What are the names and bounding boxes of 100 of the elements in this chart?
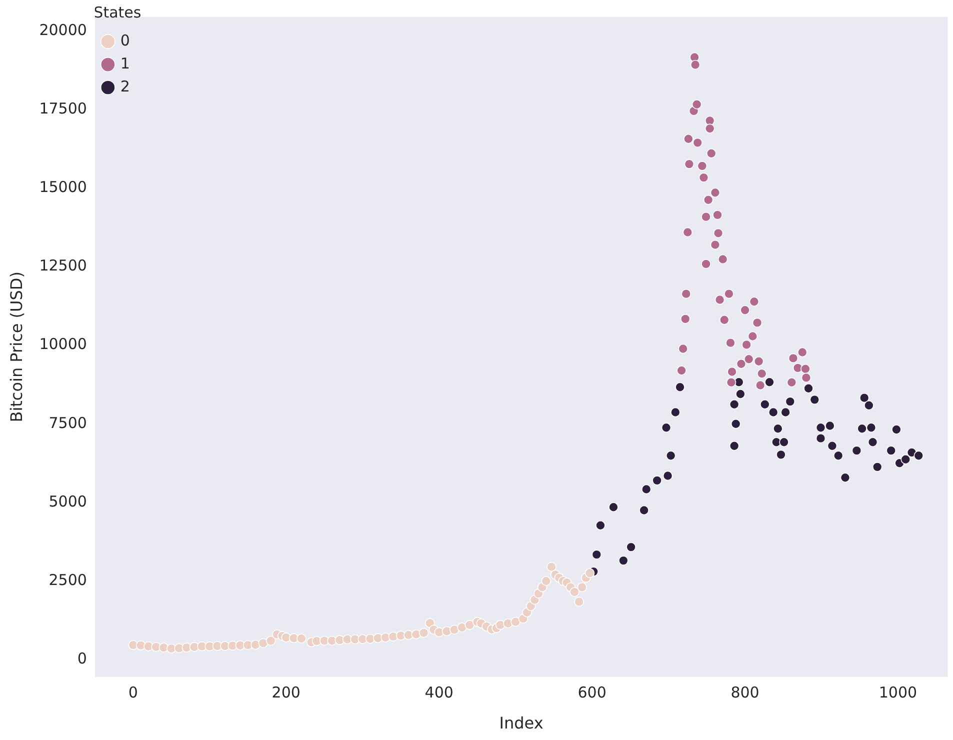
point — [872, 462, 882, 472]
point — [776, 450, 786, 460]
point — [914, 450, 924, 461]
x-tick-label: 600 — [578, 684, 606, 702]
point — [713, 228, 724, 238]
point — [706, 148, 716, 158]
point — [692, 99, 702, 110]
point — [710, 240, 720, 250]
legend-label: 2 — [120, 77, 130, 96]
point — [697, 161, 708, 171]
point — [736, 358, 746, 369]
point — [810, 394, 820, 405]
point — [666, 450, 676, 461]
point — [744, 354, 754, 364]
point — [801, 372, 812, 383]
point — [749, 296, 760, 307]
point — [726, 378, 736, 388]
point — [779, 437, 789, 447]
y-tick-label: 10000 — [39, 335, 87, 354]
y-tick-label: 12500 — [39, 256, 87, 275]
point — [592, 550, 602, 560]
legend-title: States — [94, 3, 142, 22]
point — [764, 377, 774, 387]
point — [596, 520, 606, 530]
point — [852, 446, 862, 456]
point — [800, 364, 810, 374]
point — [675, 382, 685, 392]
y-tick-label: 0 — [77, 649, 87, 668]
point — [684, 159, 694, 169]
point — [833, 450, 844, 461]
point — [639, 505, 649, 516]
x-tick-label: 1000 — [878, 684, 918, 702]
y-tick-label: 20000 — [39, 21, 87, 40]
x-axis-title: Index — [499, 714, 544, 733]
point — [698, 172, 709, 182]
point — [773, 424, 783, 434]
point — [729, 399, 740, 410]
point — [676, 366, 686, 376]
point — [864, 400, 874, 410]
point — [816, 433, 826, 444]
point — [726, 338, 736, 348]
point — [727, 366, 737, 377]
point — [892, 424, 902, 434]
y-tick-label: 5000 — [48, 492, 87, 510]
x-tick-label: 400 — [424, 684, 454, 702]
point — [785, 396, 796, 406]
point — [670, 407, 680, 418]
point — [729, 440, 740, 451]
y-tick-label: 7500 — [48, 414, 87, 432]
point — [684, 134, 694, 144]
x-tick-label: 800 — [730, 684, 760, 702]
point — [718, 254, 728, 264]
point — [752, 318, 762, 328]
point — [719, 314, 730, 325]
point — [714, 294, 725, 305]
point — [866, 422, 876, 433]
point — [857, 424, 867, 434]
point — [816, 422, 826, 433]
point — [730, 418, 741, 429]
y-tick-label: 2500 — [48, 570, 87, 589]
point — [681, 288, 692, 299]
point — [678, 344, 688, 354]
legend-label: 1 — [120, 54, 130, 72]
point — [859, 392, 870, 403]
point — [768, 407, 778, 418]
point — [724, 288, 734, 299]
legend-label: 0 — [120, 31, 130, 50]
point — [701, 212, 711, 222]
point — [825, 420, 835, 431]
y-tick-label: 17500 — [39, 100, 87, 118]
point — [755, 380, 766, 390]
point — [661, 422, 672, 433]
point — [736, 389, 746, 399]
point — [840, 472, 850, 483]
point — [704, 124, 715, 134]
point — [652, 476, 662, 486]
y-tick-label: 15000 — [39, 178, 87, 196]
x-tick-label: 200 — [272, 684, 300, 702]
point — [742, 340, 752, 350]
point — [827, 440, 838, 451]
point — [900, 454, 911, 464]
point — [797, 347, 808, 358]
point — [780, 407, 790, 418]
point — [641, 484, 652, 494]
point — [748, 331, 758, 342]
point — [608, 502, 618, 512]
point — [760, 399, 770, 410]
point — [886, 446, 896, 456]
point — [712, 210, 722, 220]
point — [804, 383, 814, 394]
point — [788, 353, 798, 364]
point — [756, 368, 767, 379]
point — [626, 542, 636, 552]
point — [690, 60, 700, 70]
point — [701, 259, 711, 269]
point — [703, 194, 714, 205]
point — [868, 437, 878, 447]
point — [692, 138, 702, 148]
point — [618, 556, 628, 566]
point — [682, 227, 693, 238]
